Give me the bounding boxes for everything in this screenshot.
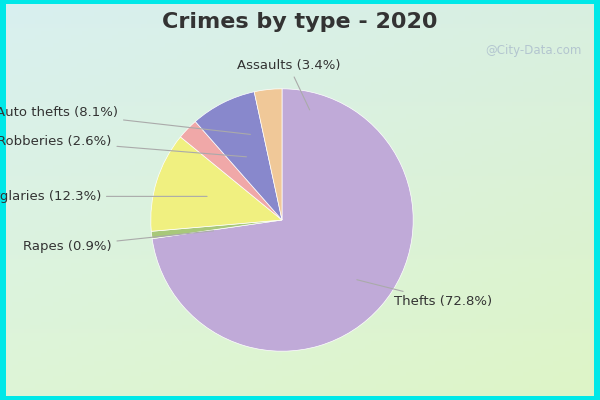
Wedge shape	[196, 92, 282, 220]
Text: Rapes (0.9%): Rapes (0.9%)	[23, 231, 214, 253]
Wedge shape	[152, 89, 413, 351]
Text: Robberies (2.6%): Robberies (2.6%)	[0, 135, 247, 157]
Text: Burglaries (12.3%): Burglaries (12.3%)	[0, 190, 207, 203]
Wedge shape	[254, 89, 282, 220]
Text: Auto thefts (8.1%): Auto thefts (8.1%)	[0, 106, 250, 134]
Wedge shape	[181, 122, 282, 220]
Text: Crimes by type - 2020: Crimes by type - 2020	[162, 12, 438, 32]
Text: Thefts (72.8%): Thefts (72.8%)	[357, 280, 491, 308]
Wedge shape	[151, 220, 282, 239]
Text: @City-Data.com: @City-Data.com	[485, 44, 582, 57]
Wedge shape	[151, 137, 282, 231]
Text: Assaults (3.4%): Assaults (3.4%)	[237, 59, 340, 110]
